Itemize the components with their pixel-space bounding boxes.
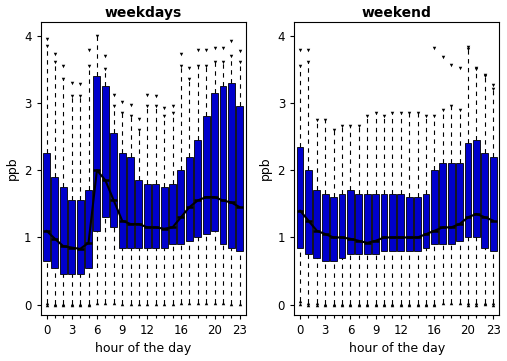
Bar — [85, 190, 92, 268]
Bar — [203, 116, 209, 234]
Bar — [152, 184, 159, 248]
Bar — [169, 184, 176, 244]
Bar — [52, 177, 58, 268]
Bar — [161, 187, 168, 248]
Y-axis label: ppb: ppb — [6, 157, 19, 180]
Bar — [339, 194, 345, 258]
Bar — [431, 170, 438, 244]
Bar — [381, 194, 387, 251]
Title: weekdays: weekdays — [104, 5, 182, 19]
Bar — [473, 140, 480, 238]
Bar — [68, 200, 75, 274]
Bar — [305, 170, 312, 254]
Bar — [464, 143, 472, 238]
Bar — [372, 194, 379, 254]
Bar — [389, 194, 396, 251]
Bar — [102, 86, 109, 217]
Bar — [364, 194, 371, 254]
Bar — [127, 157, 134, 248]
Bar — [119, 153, 126, 248]
Bar — [228, 83, 235, 248]
Bar — [111, 133, 117, 227]
Bar — [406, 197, 413, 251]
Bar — [490, 157, 497, 251]
X-axis label: hour of the day: hour of the day — [348, 343, 445, 356]
Bar — [177, 170, 185, 244]
Bar — [448, 164, 455, 244]
Bar — [322, 194, 329, 261]
Bar — [77, 200, 84, 274]
Bar — [194, 140, 201, 238]
Bar — [423, 194, 429, 248]
Bar — [440, 164, 446, 244]
Bar — [482, 153, 488, 248]
Bar — [414, 197, 421, 251]
Bar — [43, 153, 50, 261]
Bar — [355, 194, 363, 254]
Bar — [144, 184, 151, 248]
Bar — [330, 197, 337, 261]
Bar — [297, 147, 304, 248]
Bar — [397, 194, 404, 251]
Bar — [211, 93, 218, 231]
Bar — [347, 190, 354, 254]
X-axis label: hour of the day: hour of the day — [95, 343, 191, 356]
Bar — [220, 86, 227, 244]
Title: weekend: weekend — [361, 5, 431, 19]
Bar — [186, 157, 193, 241]
Bar — [456, 164, 463, 241]
Bar — [60, 187, 67, 274]
Bar — [135, 180, 142, 248]
Bar — [93, 76, 100, 231]
Y-axis label: ppb: ppb — [259, 157, 272, 180]
Bar — [236, 106, 243, 251]
Bar — [313, 190, 320, 258]
